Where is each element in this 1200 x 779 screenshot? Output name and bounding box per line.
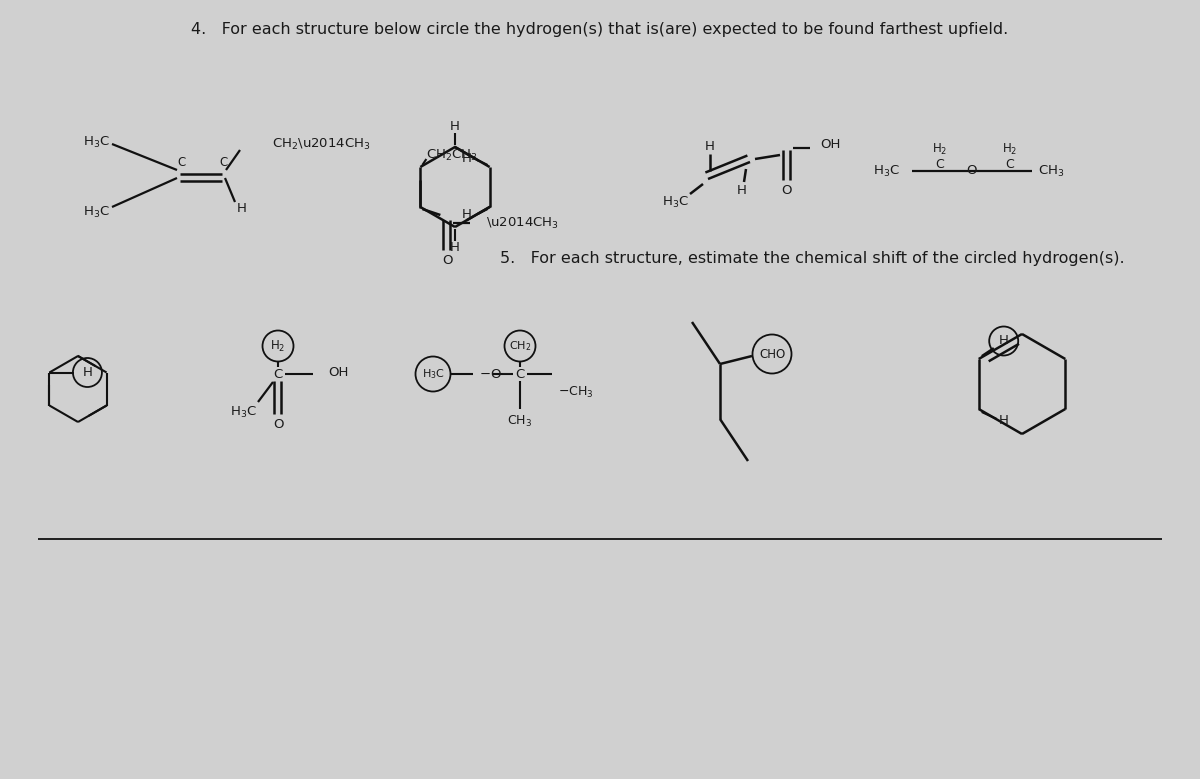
- Text: C: C: [218, 156, 227, 168]
- Text: OH: OH: [328, 365, 348, 379]
- Text: C: C: [1006, 158, 1014, 171]
- Text: H: H: [83, 366, 92, 379]
- Text: CH$_2$: CH$_2$: [509, 339, 532, 353]
- Text: H: H: [450, 241, 460, 253]
- Text: H: H: [450, 121, 460, 133]
- Text: O: O: [442, 253, 452, 266]
- Text: OH: OH: [820, 139, 840, 151]
- Text: C: C: [176, 156, 185, 168]
- Text: C: C: [936, 158, 944, 171]
- Text: $-$O$-$: $-$O$-$: [479, 368, 512, 380]
- Text: CHO: CHO: [758, 347, 785, 361]
- Text: $-$CH$_3$: $-$CH$_3$: [558, 385, 594, 400]
- Text: C: C: [274, 368, 283, 380]
- Text: C: C: [515, 368, 524, 380]
- Text: H$_3$C: H$_3$C: [421, 367, 444, 381]
- Text: H$_2$: H$_2$: [270, 338, 286, 354]
- Text: 4.   For each structure below circle the hydrogen(s) that is(are) expected to be: 4. For each structure below circle the h…: [191, 22, 1009, 37]
- Text: H$_3$C: H$_3$C: [874, 164, 900, 178]
- Text: H: H: [462, 153, 472, 165]
- Text: H$_2$: H$_2$: [1002, 142, 1018, 157]
- Text: O: O: [272, 418, 283, 431]
- Text: H: H: [238, 203, 247, 216]
- Text: H$_2$: H$_2$: [932, 142, 948, 157]
- Text: H: H: [998, 414, 1009, 428]
- Text: H$_3$C: H$_3$C: [83, 204, 110, 220]
- Text: H: H: [737, 184, 746, 196]
- Text: H$_3$C: H$_3$C: [229, 404, 257, 420]
- Text: CH$_3$: CH$_3$: [508, 414, 533, 428]
- Text: 5.   For each structure, estimate the chemical shift of the circled hydrogen(s).: 5. For each structure, estimate the chem…: [500, 251, 1124, 266]
- Text: CH$_3$: CH$_3$: [1038, 164, 1064, 178]
- Text: H: H: [462, 209, 472, 221]
- Text: H: H: [706, 140, 715, 153]
- Text: O: O: [781, 184, 792, 196]
- Text: CH$_2$\u2014CH$_3$: CH$_2$\u2014CH$_3$: [272, 136, 371, 152]
- Text: CH$_2$CH$_3$: CH$_2$CH$_3$: [426, 147, 479, 163]
- Text: H: H: [998, 334, 1009, 347]
- Text: \u2014CH$_3$: \u2014CH$_3$: [486, 216, 559, 231]
- Text: H$_3$C: H$_3$C: [661, 195, 689, 210]
- Text: O: O: [967, 164, 977, 178]
- Text: H$_3$C: H$_3$C: [83, 135, 110, 150]
